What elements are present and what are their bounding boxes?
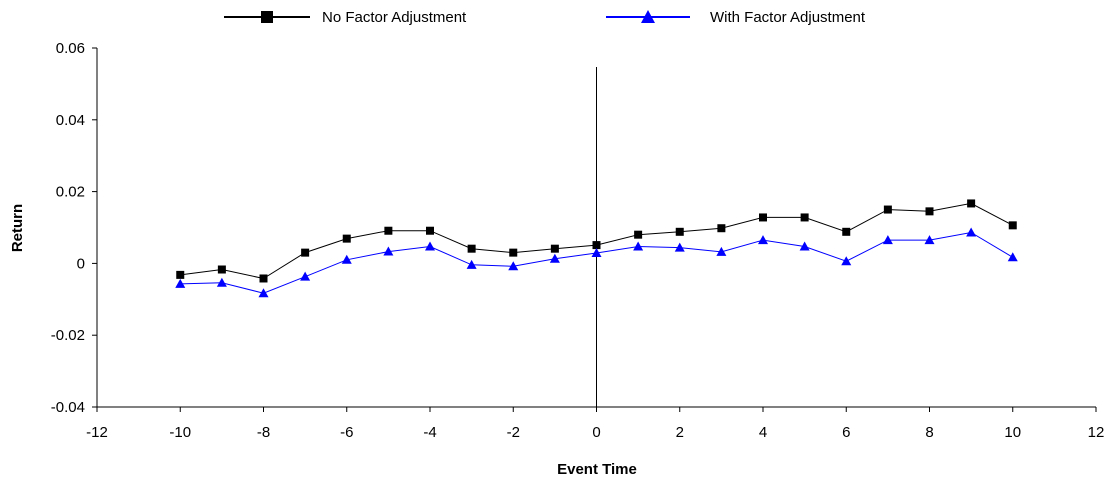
data-point-square	[217, 265, 226, 274]
y-tick-label: -0.04	[51, 399, 85, 416]
data-point-triangle	[882, 235, 893, 245]
y-tick-label: 0.04	[56, 112, 85, 129]
data-point-square	[883, 205, 892, 214]
legend-item-2: With Factor Adjustment	[606, 9, 866, 26]
data-point-square	[509, 248, 518, 257]
data-point-triangle	[924, 235, 935, 245]
x-tick-label: 10	[1004, 424, 1021, 441]
data-point-triangle	[633, 241, 644, 251]
x-tick-label: 8	[925, 424, 933, 441]
data-point-triangle	[1007, 252, 1018, 262]
x-tick-label: -8	[257, 424, 270, 441]
series-2	[175, 227, 1018, 298]
data-point-triangle	[758, 235, 768, 245]
data-point-triangle	[175, 278, 186, 288]
legend-label: With Factor Adjustment	[710, 9, 866, 26]
data-point-triangle	[258, 288, 269, 298]
data-point-triangle	[591, 247, 602, 257]
data-point-square	[342, 234, 351, 243]
x-tick-label: -10	[169, 424, 191, 441]
legend-marker-square	[261, 11, 273, 23]
data-point-square	[384, 226, 393, 235]
x-tick-label: 12	[1088, 424, 1105, 441]
data-point-square	[592, 241, 601, 250]
data-point-square	[800, 213, 809, 222]
data-point-square	[967, 199, 976, 208]
x-tick-label: -6	[340, 424, 353, 441]
x-tick-label: -4	[423, 424, 436, 441]
data-point-square	[842, 227, 851, 236]
data-point-triangle	[966, 227, 977, 237]
data-point-triangle	[799, 241, 810, 251]
data-point-square	[467, 244, 476, 253]
data-point-triangle	[425, 241, 435, 251]
y-axis-title: Return	[9, 204, 26, 252]
axes: -0.04 -0.02 0 0.02 0.04 0.06 -12 -10 -8 -6 -4 -2 0 2 4…	[51, 40, 1105, 441]
series-layer	[175, 199, 1018, 298]
y-tick-label: -0.02	[51, 327, 85, 344]
data-point-square	[634, 230, 643, 239]
data-point-square	[675, 227, 684, 236]
legend-label: No Factor Adjustment	[322, 9, 467, 26]
data-point-square	[259, 274, 268, 283]
y-tick-label: 0.06	[56, 40, 85, 57]
x-tick-label: -2	[507, 424, 520, 441]
legend-marker-triangle	[641, 10, 655, 23]
data-point-triangle	[841, 256, 852, 266]
y-tick-label: 0.02	[56, 184, 85, 201]
data-point-triangle	[383, 246, 394, 256]
data-point-square	[550, 244, 559, 253]
x-tick-label: 2	[676, 424, 684, 441]
x-tick-label: -12	[86, 424, 108, 441]
data-point-triangle	[341, 254, 352, 264]
x-tick-label: 4	[759, 424, 767, 441]
data-point-triangle	[300, 271, 311, 281]
legend-item-1: No Factor Adjustment	[224, 9, 467, 26]
x-axis-title: Event Time	[557, 461, 637, 478]
data-point-square	[176, 270, 185, 279]
data-point-square	[426, 226, 434, 235]
data-point-triangle	[674, 242, 685, 252]
x-tick-label: 0	[592, 424, 600, 441]
data-point-square	[301, 248, 310, 257]
legend: No Factor Adjustment With Factor Adjustme…	[224, 9, 866, 26]
data-point-square	[925, 207, 934, 216]
data-point-triangle	[716, 246, 727, 256]
data-point-square	[1008, 221, 1017, 230]
x-tick-label: 6	[842, 424, 850, 441]
data-point-triangle	[216, 277, 227, 287]
data-point-square	[717, 224, 726, 233]
data-point-triangle	[549, 253, 560, 263]
data-point-square	[759, 213, 767, 222]
data-point-triangle	[508, 261, 519, 271]
series-1	[176, 199, 1017, 283]
data-point-triangle	[466, 259, 477, 269]
y-tick-label: 0	[77, 255, 85, 272]
